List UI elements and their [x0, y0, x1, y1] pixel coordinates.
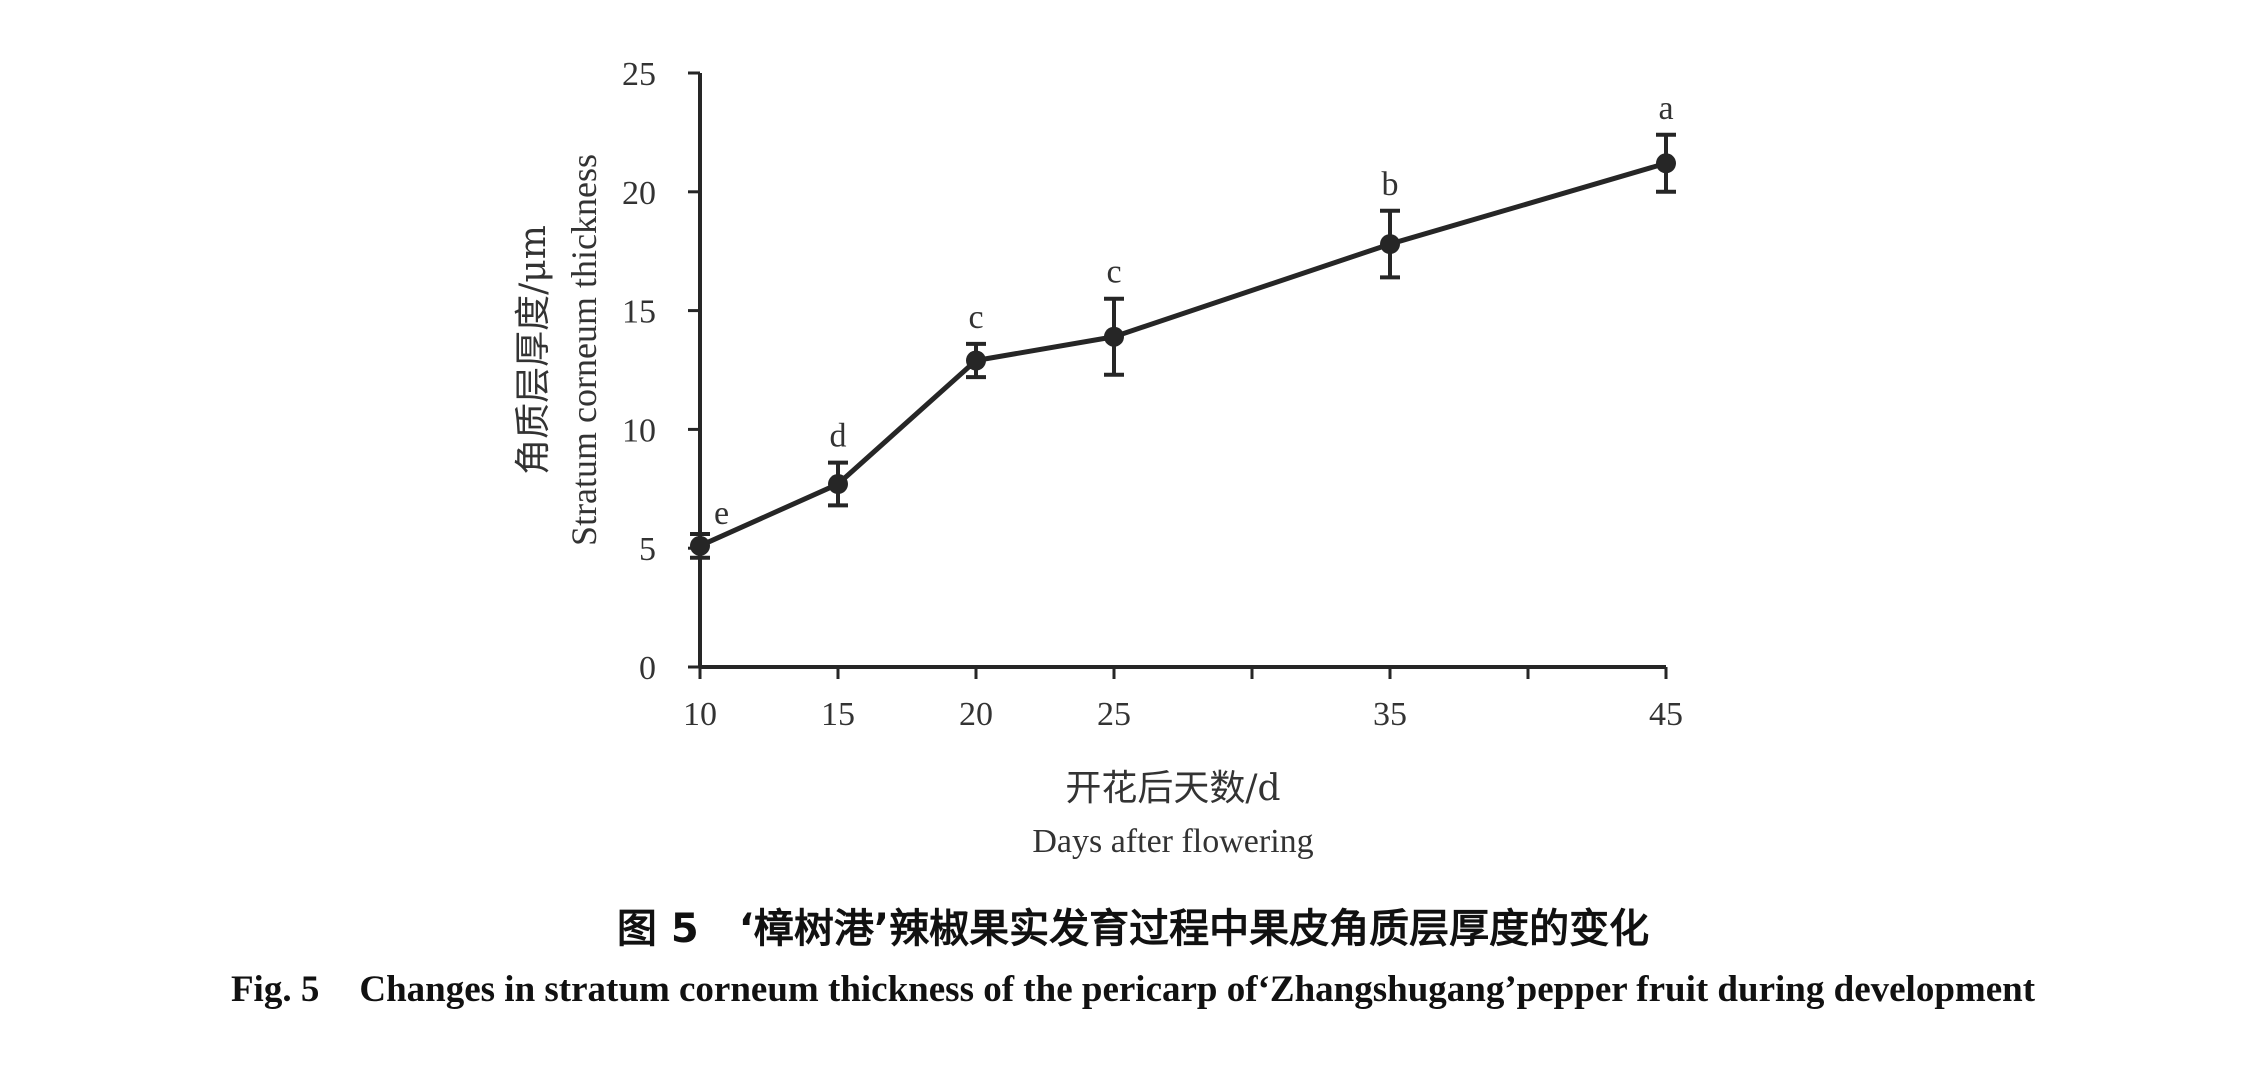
figure-caption-en: Fig. 5 Changes in stratum corneum thickne…: [0, 968, 2266, 1011]
data-point: [690, 535, 710, 556]
significance-label: d: [830, 418, 847, 455]
significance-label: a: [1658, 90, 1673, 127]
x-tick-label: 45: [1649, 696, 1683, 733]
significance-label: c: [1106, 254, 1121, 291]
data-point: [966, 350, 986, 371]
x-tick-label: 20: [959, 696, 993, 733]
x-tick-label: 35: [1373, 696, 1407, 733]
significance-label: b: [1382, 166, 1399, 203]
y-tick-label: 0: [639, 650, 656, 687]
x-tick-label: 15: [821, 696, 855, 733]
x-axis-title-en: Days after flowering: [1032, 823, 1313, 860]
y-axis-title-cn: 角质层厚度/μm: [513, 225, 554, 475]
data-point: [1380, 234, 1400, 255]
y-tick-label: 25: [622, 56, 656, 93]
y-axis-title-en: Stratum corneum thickness: [564, 154, 604, 546]
data-point: [828, 474, 848, 495]
caption-en-text: Changes in stratum corneum thickness of …: [359, 969, 2036, 1010]
data-point: [1656, 153, 1676, 174]
y-tick-label: 5: [639, 531, 656, 568]
x-axis-title-cn: 开花后天数/d: [1065, 768, 1280, 809]
chart: 0 5 10 15 20 25 10 15 20 25 35 45 开花后天数/d Days after …: [513, 56, 1683, 860]
significance-label: c: [968, 299, 983, 336]
y-tick-label: 20: [622, 175, 656, 212]
caption-cn-label: 图 5: [616, 906, 699, 952]
x-tick-label: 10: [683, 696, 717, 733]
y-tick-label: 15: [622, 294, 656, 331]
caption-cn-text: ‘樟树港’辣椒果实发育过程中果皮角质层厚度的变化: [738, 906, 1650, 952]
significance-label: e: [714, 495, 729, 532]
series-line: [698, 160, 1667, 549]
x-tick-label: 25: [1097, 696, 1131, 733]
caption-en-label: Fig. 5: [230, 969, 320, 1010]
figure-caption-cn: 图 5 ‘樟树港’辣椒果实发育过程中果皮角质层厚度的变化: [0, 896, 2266, 954]
y-tick-label: 10: [622, 412, 656, 449]
data-point: [1104, 326, 1124, 347]
